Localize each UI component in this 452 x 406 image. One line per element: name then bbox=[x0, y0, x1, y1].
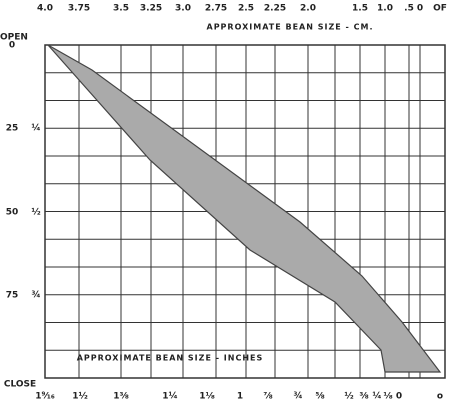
bottom-tick-label: ¾ bbox=[293, 392, 302, 402]
top-tick-label: 3.75 bbox=[68, 4, 90, 14]
fraction-label: ¼ bbox=[31, 123, 40, 134]
percent-label: 0 bbox=[9, 41, 15, 51]
top-tick-label: 1.5 bbox=[352, 4, 368, 14]
top-tick-label: 3.5 bbox=[113, 4, 129, 14]
bottom-tick-label: ¼ bbox=[372, 391, 381, 402]
top-tick-label: 2.5 bbox=[238, 4, 254, 14]
top-tick-label: 1.0 bbox=[377, 4, 393, 14]
bottom-tick-label: o bbox=[437, 392, 443, 402]
top-tick-label: 0 bbox=[417, 4, 423, 14]
bottom-tick-label: ⅞ bbox=[263, 392, 272, 402]
top-tick-label: 2.75 bbox=[205, 4, 227, 14]
bottom-tick-label: 1 bbox=[237, 392, 243, 402]
bottom-tick-label: ⅛ bbox=[383, 392, 392, 402]
bottom-tick-label: ½ bbox=[344, 391, 353, 402]
bottom-axis-title: APPROXIMATE BEAN SIZE - INCHES bbox=[77, 354, 264, 363]
bottom-tick-label: 1½ bbox=[72, 391, 88, 402]
flow-band bbox=[47, 44, 442, 373]
top-tick-label: 3.25 bbox=[140, 4, 162, 14]
bottom-tick-label: 1¼ bbox=[162, 391, 178, 402]
percent-label: 75 bbox=[6, 291, 19, 301]
percent-label: 25 bbox=[6, 124, 19, 134]
top-tick-label: 3.0 bbox=[175, 4, 191, 14]
bottom-tick-label: 1⅜ bbox=[113, 392, 129, 402]
close-label: CLOSE bbox=[4, 380, 36, 390]
top-tick-label: .5 bbox=[404, 4, 414, 14]
open-label: OPEN bbox=[0, 33, 28, 43]
bottom-tick-label: ⅜ bbox=[359, 392, 368, 402]
top-tick-label: OF bbox=[433, 4, 447, 14]
top-axis-title: APPROXIMATE BEAN SIZE - CM. bbox=[207, 23, 374, 32]
bottom-tick-label: 1⁹⁄₁₆ bbox=[35, 392, 55, 402]
percent-label: 50 bbox=[6, 208, 19, 218]
bottom-tick-label: ⅝ bbox=[315, 392, 324, 402]
top-tick-label: 2.0 bbox=[300, 4, 316, 14]
top-tick-label: 4.0 bbox=[37, 4, 53, 14]
bottom-tick-label: 0 bbox=[396, 392, 402, 402]
fraction-label: ¾ bbox=[31, 291, 40, 301]
bottom-tick-label: 1⅛ bbox=[199, 392, 215, 402]
top-tick-label: 2.25 bbox=[264, 4, 286, 14]
fraction-label: ½ bbox=[31, 207, 40, 218]
